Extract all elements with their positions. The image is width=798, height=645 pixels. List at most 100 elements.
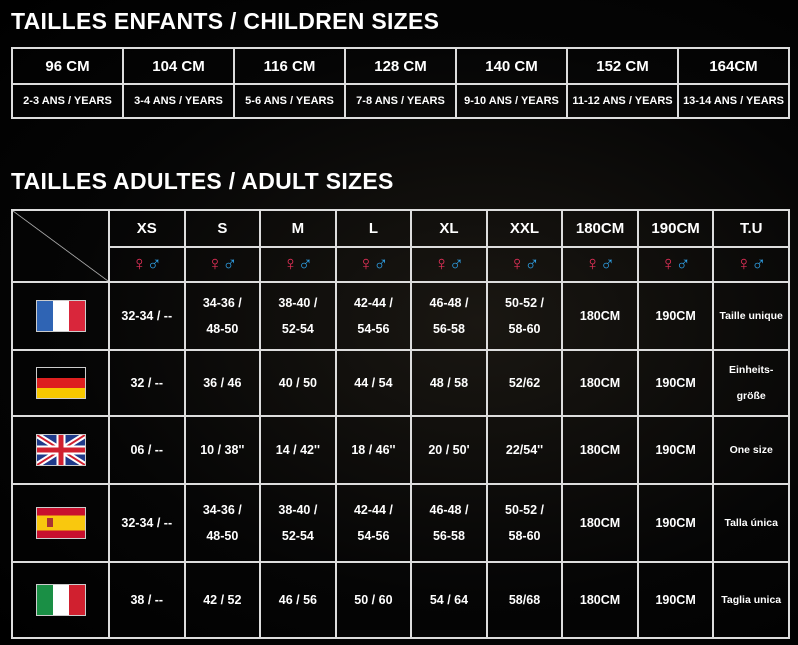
size-value: 58-60 <box>508 529 541 543</box>
size-value-cell: 180CM <box>561 349 639 417</box>
child-age-cell: 7-8 ANS / YEARS <box>344 83 457 119</box>
size-value-cell: 52/62 <box>485 349 564 417</box>
male-symbol-icon: ♂ <box>524 253 540 275</box>
size-value: größe <box>736 390 766 402</box>
child-age-cell: 11-12 ANS / YEARS <box>566 83 679 119</box>
female-symbol-icon: ♀ <box>585 253 601 275</box>
male-symbol-icon: ♂ <box>751 253 767 275</box>
size-value: 52-54 <box>281 529 314 543</box>
male-symbol-icon: ♂ <box>297 253 313 275</box>
male-symbol-icon: ♂ <box>675 253 691 275</box>
size-value-cell: 22/54'' <box>485 415 564 485</box>
size-value-cell: Taglia unica <box>712 561 790 639</box>
size-value-cell: 42-44 / 54-56 <box>334 281 413 351</box>
size-value: 190CM <box>655 443 696 457</box>
gender-symbols-cell: ♀♂ <box>410 246 488 283</box>
female-symbol-icon: ♀ <box>433 253 449 275</box>
female-symbol-icon: ♀ <box>660 253 676 275</box>
size-value-cell: 190CM <box>636 349 715 417</box>
female-symbol-icon: ♀ <box>131 253 147 275</box>
size-value: 06 / -- <box>130 443 164 457</box>
size-value: 54 / 64 <box>429 593 469 607</box>
size-value: 34-36 / <box>202 503 242 517</box>
france-flag-icon <box>35 300 86 332</box>
size-value: 56-58 <box>432 322 465 336</box>
uk-flag-icon <box>35 434 86 466</box>
size-value-cell: 20 / 50' <box>410 415 488 485</box>
gender-symbols-cell: ♀♂ <box>561 246 639 283</box>
size-value: 32-34 / -- <box>121 309 173 323</box>
size-value: 36 / 46 <box>203 376 242 390</box>
size-value: 180CM <box>579 376 621 390</box>
size-value: Einheits- <box>729 364 774 376</box>
size-value: 44 / 54 <box>354 376 393 390</box>
child-age-cell: 13-14 ANS / YEARS <box>677 83 790 119</box>
size-value: 58/68 <box>508 593 541 607</box>
child-size-cell: 116 CM <box>233 47 346 85</box>
child-size-cell: 128 CM <box>344 47 457 85</box>
spain-flag-icon <box>35 507 86 539</box>
country-row: 38 / -- 42 / 52 46 / 56 50 / 60 54 / 64 58/68… <box>11 561 790 639</box>
size-value-cell: 48 / 58 <box>410 349 488 417</box>
size-value: 42 / 52 <box>203 593 242 607</box>
size-value: 48 / 58 <box>429 376 469 390</box>
size-header: XS <box>108 209 186 248</box>
child-size-cell: 140 CM <box>455 47 568 85</box>
size-value-cell: One size <box>712 415 790 485</box>
flag-cell <box>11 415 110 485</box>
size-value: 38-40 / <box>278 296 318 310</box>
size-value-cell: 44 / 54 <box>334 349 413 417</box>
child-age-cell: 9-10 ANS / YEARS <box>455 83 568 119</box>
size-value-cell: 38-40 / 52-54 <box>259 281 337 351</box>
size-value-cell: 180CM <box>561 483 639 563</box>
size-value: 180CM <box>579 516 621 530</box>
size-value-cell: 06 / -- <box>108 415 186 485</box>
size-value: 54-56 <box>357 322 390 336</box>
size-value: 46-48 / <box>429 503 469 517</box>
child-age-cell: 5-6 ANS / YEARS <box>233 83 346 119</box>
size-value-cell: 36 / 46 <box>183 349 262 417</box>
size-value-cell: 18 / 46'' <box>334 415 413 485</box>
size-value: 180CM <box>579 593 621 607</box>
size-value: 190CM <box>655 593 696 607</box>
size-value: 56-58 <box>432 529 465 543</box>
size-value-cell: 46-48 / 56-58 <box>410 281 488 351</box>
male-symbol-icon: ♂ <box>222 253 238 275</box>
size-value: 42-44 / <box>353 503 393 517</box>
size-value: 20 / 50' <box>428 443 470 457</box>
size-value-cell: 10 / 38'' <box>183 415 262 485</box>
gender-symbols-cell: ♀♂ <box>334 246 413 283</box>
female-symbol-icon: ♀ <box>282 253 298 275</box>
adult-sizes-title: TAILLES ADULTES / ADULT SIZES <box>11 168 394 194</box>
female-symbol-icon: ♀ <box>736 253 752 275</box>
size-header: S <box>183 209 262 248</box>
size-header: L <box>334 209 413 248</box>
size-value: 50-52 / <box>505 503 544 517</box>
flag-cell <box>11 561 110 639</box>
size-value: 180CM <box>579 443 621 457</box>
size-value: 50 / 60 <box>354 593 393 607</box>
corner-cell <box>11 209 110 283</box>
size-value-cell: 54 / 64 <box>410 561 488 639</box>
children-sizes-title: TAILLES ENFANTS / CHILDREN SIZES <box>11 8 440 34</box>
child-size-cell: 104 CM <box>122 47 235 85</box>
size-value: One size <box>729 444 773 456</box>
child-size-cell: 152 CM <box>566 47 679 85</box>
gender-symbols-cell: ♀♂ <box>183 246 262 283</box>
germany-flag-icon <box>35 367 86 399</box>
gender-symbols-cell: ♀♂ <box>636 246 715 283</box>
gender-symbols-cell: ♀♂ <box>712 246 790 283</box>
size-value-cell: 40 / 50 <box>259 349 337 417</box>
size-value: 50-52 / <box>505 296 544 310</box>
size-value-cell: 180CM <box>561 561 639 639</box>
size-value-cell: 42 / 52 <box>183 561 262 639</box>
country-row: 32 / -- 36 / 46 40 / 50 44 / 54 48 / 58 52/62… <box>11 349 790 417</box>
size-header: T.U <box>712 209 790 248</box>
size-value-cell: Taille unique <box>712 281 790 351</box>
size-value-cell: 180CM <box>561 415 639 485</box>
size-value: 52/62 <box>508 376 541 390</box>
size-value-cell: 46 / 56 <box>259 561 337 639</box>
male-symbol-icon: ♂ <box>600 253 616 275</box>
size-value-cell: Talla única <box>712 483 790 563</box>
flag-cell <box>11 483 110 563</box>
